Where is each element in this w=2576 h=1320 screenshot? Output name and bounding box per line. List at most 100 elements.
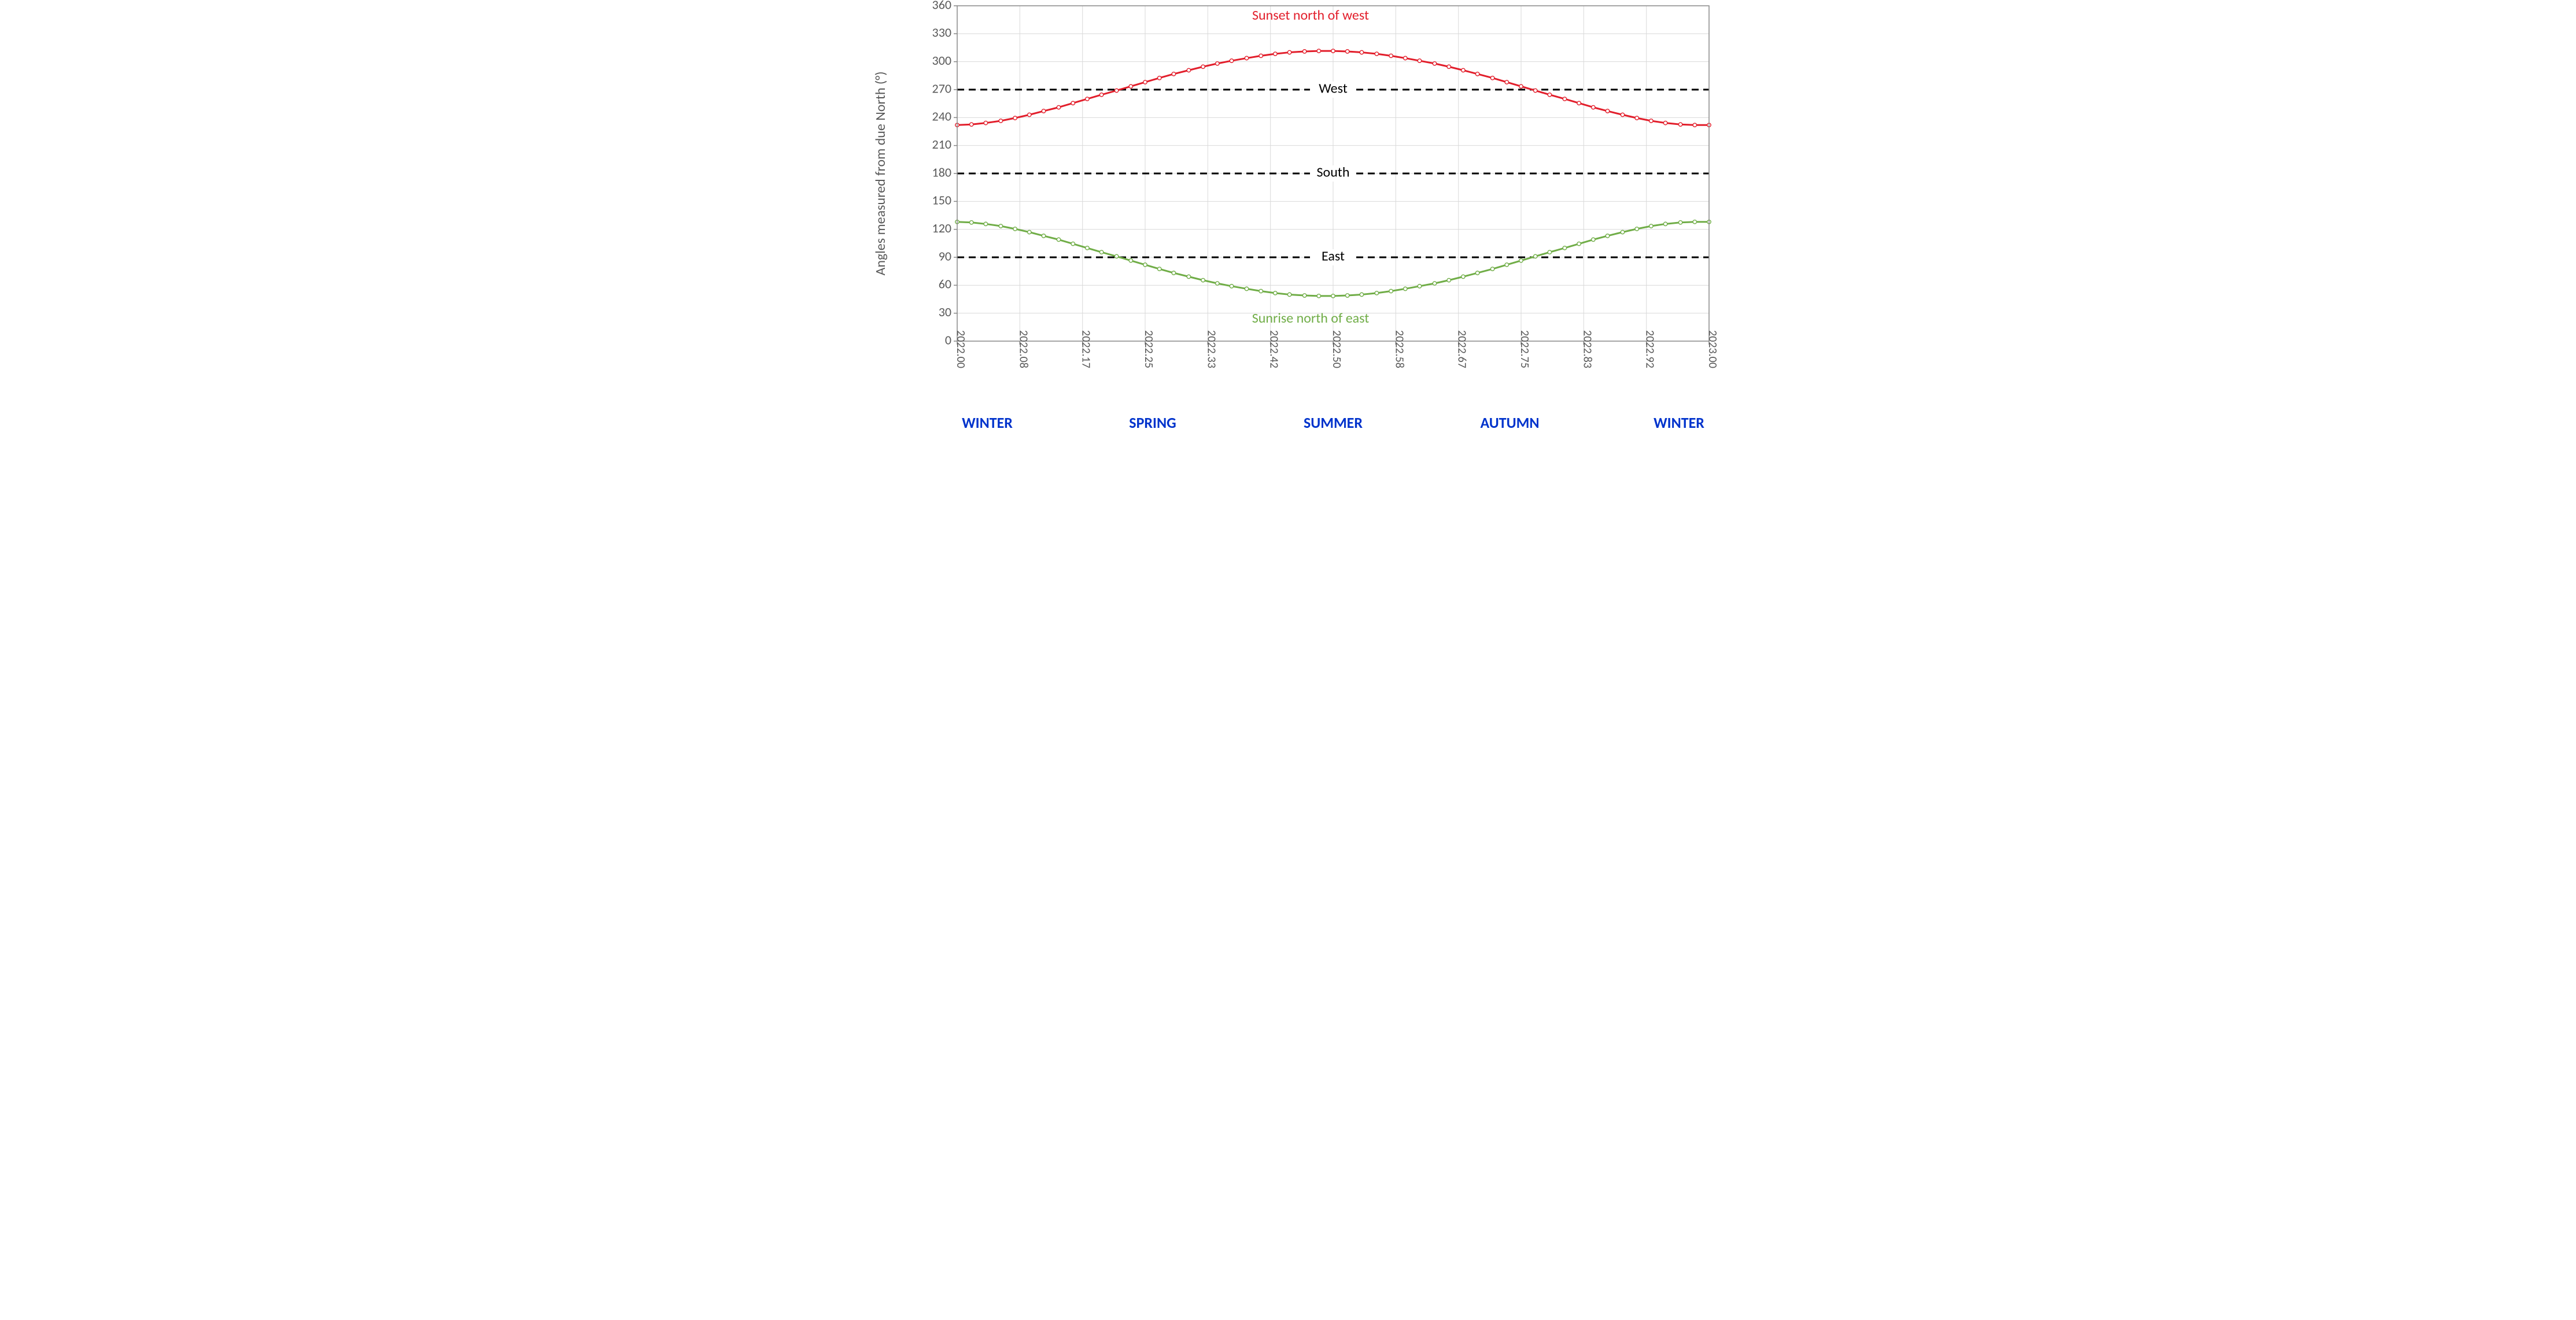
data-marker: [1273, 52, 1276, 56]
azimuth-chart: WestSouthEastSunset north of westSunrise…: [859, 0, 1718, 440]
data-marker: [984, 121, 987, 124]
data-marker: [1663, 121, 1667, 124]
xtick-label: 2022.67: [1455, 330, 1468, 368]
ytick-label: 60: [938, 276, 951, 292]
data-marker: [1157, 76, 1161, 80]
data-marker: [1548, 93, 1551, 97]
data-marker: [1360, 50, 1363, 54]
xtick-label: 2022.25: [1142, 330, 1156, 368]
season-label: AUTUMN: [1480, 413, 1539, 432]
data-marker: [1345, 50, 1349, 53]
data-marker: [1447, 278, 1451, 282]
data-marker: [1114, 88, 1118, 92]
data-marker: [1606, 234, 1609, 238]
season-label: SUMMER: [1303, 413, 1362, 432]
data-marker: [1663, 222, 1667, 225]
data-marker: [1099, 93, 1103, 97]
data-marker: [1331, 49, 1334, 53]
data-marker: [1375, 291, 1378, 295]
data-marker: [1230, 59, 1233, 62]
xtick-label: 2022.92: [1643, 330, 1656, 368]
data-marker: [969, 221, 973, 224]
reference-label: South: [1316, 164, 1349, 181]
xtick-label: 2022.42: [1267, 330, 1280, 368]
data-marker: [1259, 54, 1263, 57]
data-marker: [1577, 101, 1580, 105]
data-marker: [1201, 278, 1204, 282]
data-marker: [1403, 56, 1407, 60]
data-marker: [1042, 234, 1045, 238]
ytick-label: 210: [932, 136, 951, 152]
data-marker: [1027, 230, 1031, 234]
data-marker: [1085, 246, 1088, 250]
y-axis-title: Angles measured from due North (°): [872, 71, 889, 275]
data-marker: [1389, 289, 1392, 293]
data-marker: [984, 222, 987, 225]
xtick-label: 2022.50: [1330, 330, 1344, 368]
ytick-label: 180: [932, 164, 951, 180]
xtick-label: 2022.58: [1392, 330, 1406, 368]
ytick-label: 330: [932, 25, 951, 40]
data-marker: [1621, 113, 1624, 116]
data-marker: [1172, 271, 1175, 275]
data-marker: [1345, 294, 1349, 297]
data-marker: [1042, 109, 1045, 113]
ytick-label: 30: [938, 304, 951, 320]
data-marker: [1621, 230, 1624, 234]
data-marker: [1519, 258, 1522, 262]
data-marker: [1461, 68, 1464, 72]
data-marker: [1375, 52, 1378, 56]
ytick-label: 270: [932, 80, 951, 96]
data-marker: [1693, 220, 1696, 224]
data-marker: [999, 119, 1002, 123]
data-marker: [1302, 294, 1306, 297]
data-marker: [1230, 284, 1233, 288]
data-marker: [1302, 50, 1306, 53]
data-marker: [1215, 282, 1219, 285]
data-marker: [1563, 97, 1566, 101]
xtick-label: 2022.75: [1518, 330, 1531, 368]
data-marker: [1157, 267, 1161, 271]
data-marker: [969, 123, 973, 126]
data-marker: [1071, 101, 1075, 105]
xtick-label: 2022.83: [1580, 330, 1594, 368]
data-marker: [1099, 250, 1103, 254]
data-marker: [1635, 116, 1638, 120]
ytick-label: 240: [932, 109, 951, 124]
data-marker: [1505, 263, 1508, 267]
data-marker: [1172, 72, 1175, 76]
data-marker: [1317, 49, 1320, 53]
data-marker: [1490, 267, 1494, 271]
data-marker: [1129, 84, 1132, 88]
data-marker: [1027, 113, 1031, 116]
data-marker: [1057, 238, 1060, 241]
data-marker: [1475, 271, 1479, 275]
data-marker: [1360, 293, 1363, 296]
data-marker: [1273, 291, 1276, 295]
series-label-sunrise: Sunrise north of east: [1252, 310, 1369, 327]
season-label: SPRING: [1129, 413, 1176, 432]
xtick-label: 2022.08: [1016, 330, 1030, 368]
data-marker: [1143, 80, 1146, 84]
data-marker: [1433, 282, 1436, 285]
data-marker: [1129, 258, 1132, 262]
data-marker: [1591, 238, 1595, 241]
data-marker: [1678, 123, 1682, 126]
data-marker: [1433, 62, 1436, 65]
xtick-label: 2022.33: [1204, 330, 1218, 368]
data-marker: [1577, 242, 1580, 245]
data-marker: [1548, 250, 1551, 254]
ytick-label: 90: [938, 248, 951, 264]
data-marker: [1317, 294, 1320, 298]
data-marker: [1013, 227, 1016, 231]
data-marker: [1071, 242, 1075, 245]
chart-svg: WestSouthEastSunset north of westSunrise…: [859, 0, 1718, 440]
data-marker: [1013, 116, 1016, 120]
data-marker: [1331, 294, 1334, 298]
data-marker: [1245, 56, 1248, 60]
data-marker: [1678, 221, 1682, 224]
season-label: WINTER: [1654, 413, 1704, 432]
data-marker: [1490, 76, 1494, 80]
data-marker: [1461, 275, 1464, 278]
data-marker: [1649, 224, 1652, 228]
